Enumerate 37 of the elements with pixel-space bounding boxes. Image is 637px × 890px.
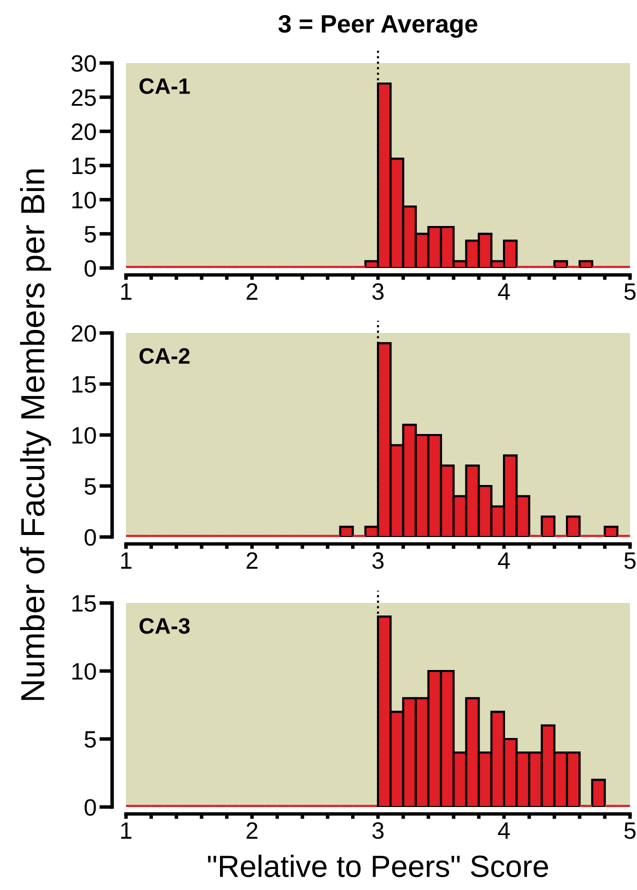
x-tick-label: 2 bbox=[246, 822, 258, 839]
y-tick-label: 10 bbox=[72, 192, 96, 208]
chart-title: 3 = Peer Average bbox=[278, 14, 478, 38]
x-axis-title: "Relative to Peers" Score bbox=[208, 854, 548, 878]
x-tick-label: 1 bbox=[121, 822, 132, 839]
y-tick-label: 10 bbox=[72, 427, 96, 444]
x-tick-label: 2 bbox=[246, 283, 258, 300]
y-axis-title: Number of Faculty Members per Bin bbox=[20, 169, 52, 700]
x-tick-label: 4 bbox=[498, 552, 510, 569]
x-tick-label: 3 bbox=[372, 283, 384, 300]
y-tick-label: 25 bbox=[72, 89, 96, 106]
y-tick-label: 5 bbox=[84, 226, 96, 243]
y-tick-label: 30 bbox=[71, 55, 96, 72]
x-tick-label: 4 bbox=[498, 283, 510, 300]
x-tick-label: 5 bbox=[624, 822, 636, 839]
y-tick-label: 5 bbox=[84, 731, 96, 748]
y-tick-label: 15 bbox=[72, 376, 96, 393]
x-tick-label: 2 bbox=[246, 552, 258, 569]
x-tick-label: 1 bbox=[121, 283, 132, 300]
x-tick-label: 4 bbox=[498, 822, 510, 839]
y-tick-label: 0 bbox=[84, 260, 96, 277]
y-tick-label: 20 bbox=[72, 325, 96, 342]
y-tick-label: 20 bbox=[72, 123, 96, 140]
x-tick-label: 1 bbox=[121, 552, 132, 569]
x-tick-label: 5 bbox=[624, 283, 636, 300]
y-tick-label: 0 bbox=[84, 799, 96, 816]
annotation: CA-3 bbox=[140, 618, 190, 634]
y-tick-label: 0 bbox=[84, 529, 96, 546]
x-tick-label: 3 bbox=[372, 822, 384, 839]
x-tick-label: 3 bbox=[372, 552, 384, 569]
y-tick-label: 15 bbox=[72, 595, 96, 612]
annotation: CA-1 bbox=[140, 78, 190, 94]
y-tick-label: 5 bbox=[84, 478, 96, 495]
annotation: CA-2 bbox=[140, 348, 190, 364]
y-tick-label: 10 bbox=[72, 663, 96, 680]
x-tick-label: 5 bbox=[624, 552, 636, 569]
y-tick-label: 15 bbox=[72, 158, 96, 174]
